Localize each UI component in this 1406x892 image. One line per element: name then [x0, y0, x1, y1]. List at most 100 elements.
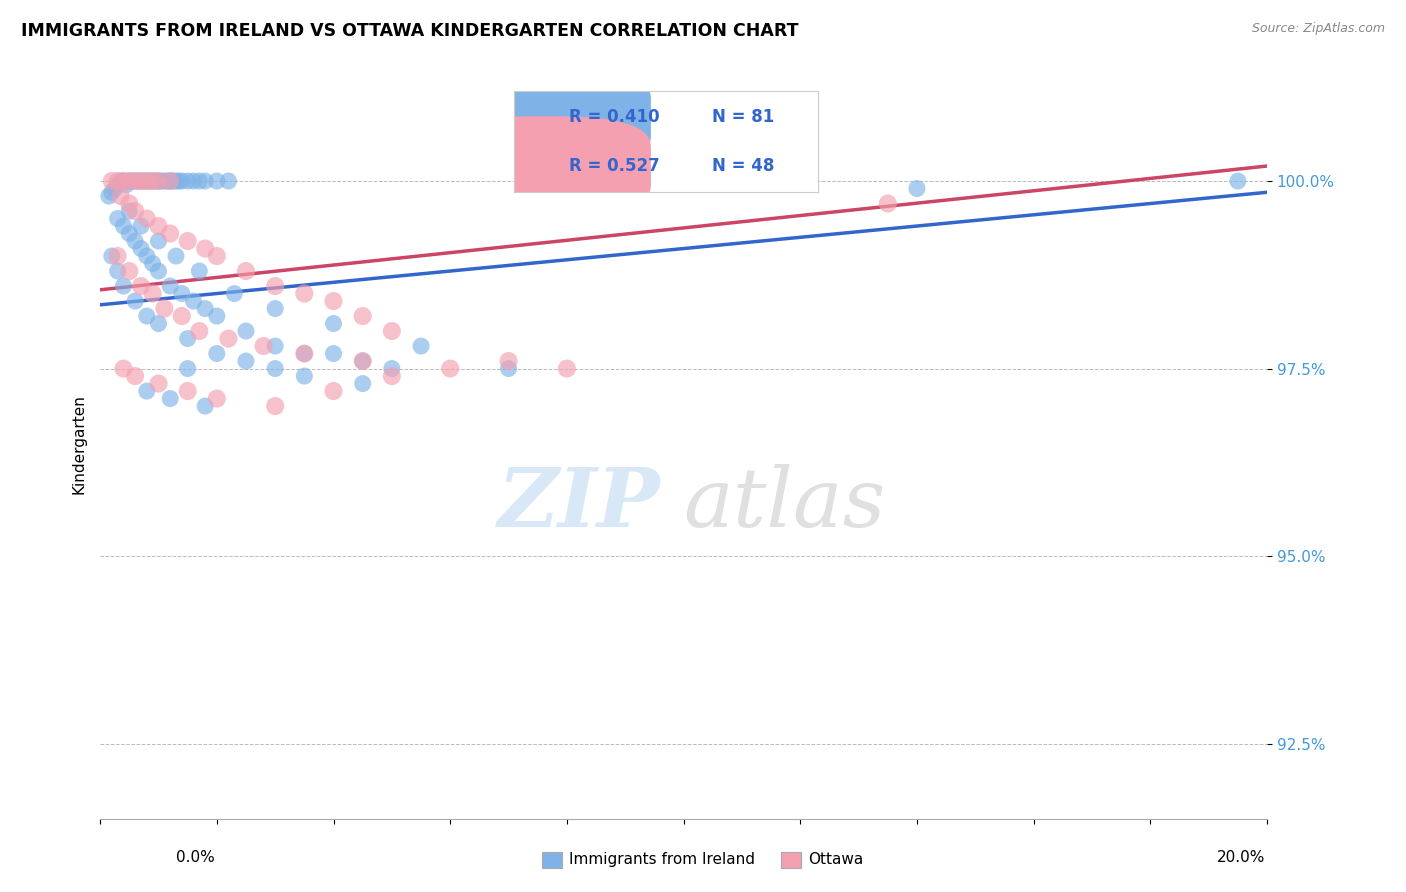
Point [112, 279, 135, 293]
Point [124, 234, 146, 248]
Point [194, 242, 217, 256]
Point [292, 369, 315, 384]
Point [153, 174, 176, 188]
Point [194, 399, 217, 413]
Point [97, 189, 120, 203]
Point [104, 181, 127, 195]
Point [148, 234, 170, 248]
Point [352, 309, 374, 323]
Point [170, 286, 193, 301]
Point [292, 346, 315, 360]
Point [264, 339, 287, 353]
Point [107, 264, 129, 278]
Point [148, 317, 170, 331]
Point [124, 369, 146, 384]
Point [142, 174, 165, 188]
Point [205, 309, 228, 323]
Point [159, 392, 181, 406]
Point [194, 174, 217, 188]
Point [142, 286, 165, 301]
Point [264, 399, 287, 413]
Point [118, 264, 141, 278]
Point [176, 234, 198, 248]
Point [156, 174, 179, 188]
Point [118, 174, 141, 188]
Point [409, 339, 432, 353]
Text: atlas: atlas [683, 464, 886, 543]
Point [135, 309, 157, 323]
Point [124, 174, 146, 188]
Point [132, 174, 155, 188]
Point [107, 211, 129, 226]
Point [148, 174, 170, 188]
Point [101, 249, 124, 263]
Point [218, 332, 240, 346]
Point [188, 174, 211, 188]
Point [135, 174, 157, 188]
Point [129, 174, 152, 188]
Point [322, 384, 344, 398]
Point [127, 174, 149, 188]
Point [235, 324, 257, 338]
Point [107, 174, 129, 188]
Point [439, 361, 461, 376]
Point [142, 256, 165, 270]
Point [135, 174, 157, 188]
Point [159, 174, 181, 188]
Point [124, 294, 146, 309]
Text: ZIP: ZIP [498, 464, 661, 543]
Point [129, 174, 152, 188]
Point [322, 346, 344, 360]
Point [170, 309, 193, 323]
Point [176, 332, 198, 346]
Point [264, 279, 287, 293]
Point [165, 174, 187, 188]
Point [159, 279, 181, 293]
Point [1226, 174, 1249, 188]
Point [148, 219, 170, 233]
Point [352, 354, 374, 368]
Point [170, 174, 193, 188]
Point [292, 346, 315, 360]
Point [235, 354, 257, 368]
Point [167, 174, 190, 188]
Point [224, 286, 246, 301]
Point [142, 174, 165, 188]
Point [118, 196, 141, 211]
Point [498, 354, 520, 368]
Point [381, 361, 404, 376]
Point [118, 227, 141, 241]
Point [188, 324, 211, 338]
Point [188, 264, 211, 278]
Point [148, 264, 170, 278]
Point [129, 219, 152, 233]
Text: Source: ZipAtlas.com: Source: ZipAtlas.com [1251, 22, 1385, 36]
Point [235, 264, 257, 278]
Point [352, 354, 374, 368]
Point [145, 174, 167, 188]
Y-axis label: Kindergarten: Kindergarten [72, 393, 86, 493]
Point [110, 189, 132, 203]
Point [176, 174, 198, 188]
Point [264, 361, 287, 376]
Point [107, 178, 129, 192]
Point [112, 174, 135, 188]
Bar [543, 852, 561, 868]
Point [205, 249, 228, 263]
Point [153, 301, 176, 316]
Point [112, 174, 135, 188]
Point [110, 174, 132, 188]
Point [252, 339, 274, 353]
Point [112, 219, 135, 233]
Point [107, 249, 129, 263]
Point [176, 384, 198, 398]
Point [129, 279, 152, 293]
Point [138, 174, 160, 188]
Point [129, 242, 152, 256]
Point [118, 204, 141, 219]
Point [194, 301, 217, 316]
Point [264, 301, 287, 316]
Point [159, 174, 181, 188]
Point [381, 324, 404, 338]
Point [205, 392, 228, 406]
